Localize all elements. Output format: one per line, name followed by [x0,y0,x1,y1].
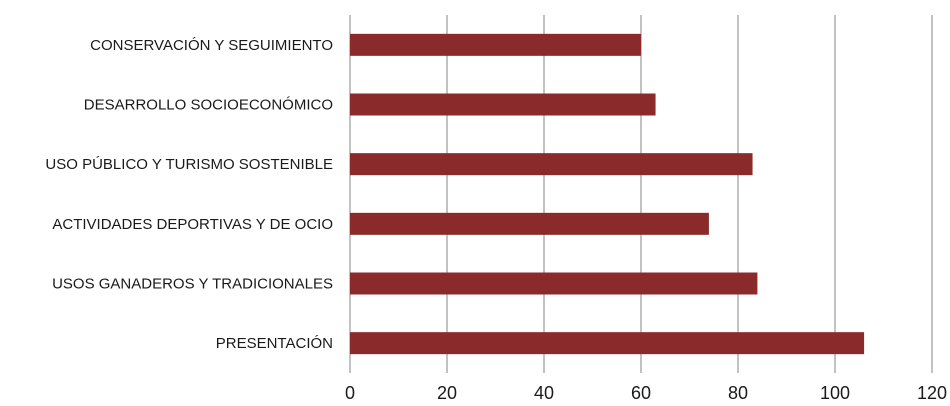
category-label: USO PÚBLICO Y TURISMO SOSTENIBLE [45,156,333,173]
bar [350,272,758,295]
x-tick-label: 80 [728,383,748,403]
bars [350,33,865,355]
x-tick-label: 40 [534,383,554,403]
bar [350,332,865,355]
x-tick-label: 100 [820,383,850,403]
category-label: CONSERVACIÓN Y SEGUIMIENTO [90,37,333,54]
x-tick-label: 20 [437,383,457,403]
bar [350,153,753,176]
category-label: ACTIVIDADES DEPORTIVAS Y DE OCIO [52,216,333,233]
bar [350,33,641,56]
bar [350,93,656,116]
x-tick-label: 60 [631,383,651,403]
category-labels: CONSERVACIÓN Y SEGUIMIENTO DESARROLLO SOC… [45,37,333,352]
gridlines [446,15,933,373]
x-tick-label: 0 [345,383,355,403]
x-tick-labels: 0 20 40 60 80 100 120 [345,383,947,403]
bar [350,212,709,235]
category-label: USOS GANADEROS Y TRADICIONALES [52,276,333,293]
category-label: PRESENTACIÓN [216,335,333,352]
category-label: DESARROLLO SOCIOECONÓMICO [84,97,333,114]
x-tick-label: 120 [917,383,947,403]
